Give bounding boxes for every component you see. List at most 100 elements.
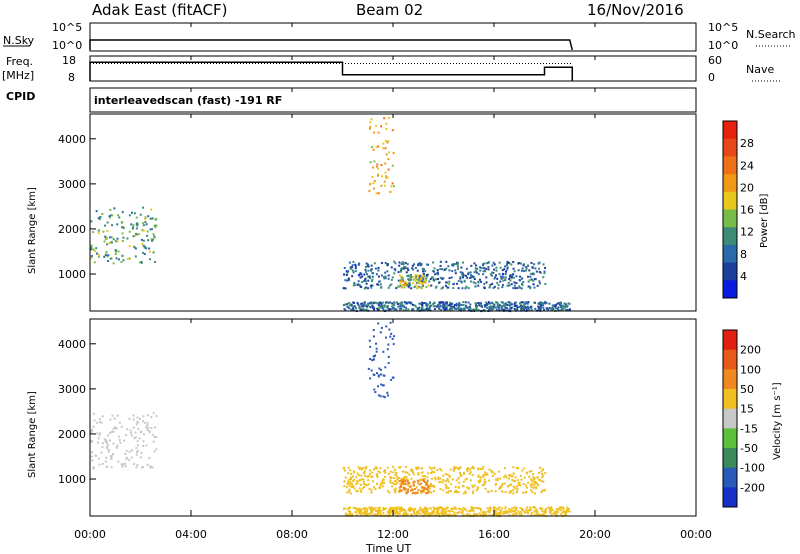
heatmap-cell xyxy=(501,269,504,272)
heatmap-cell xyxy=(449,309,452,312)
heatmap-cell xyxy=(507,282,510,285)
heatmap-cell xyxy=(409,489,412,492)
heatmap-cell xyxy=(105,456,108,459)
heatmap-cell xyxy=(374,507,377,510)
heatmap-cell xyxy=(387,140,390,143)
heatmap-cell xyxy=(437,477,440,480)
heatmap-cell xyxy=(420,263,423,266)
heatmap-cell xyxy=(459,466,462,469)
heatmap-cell xyxy=(531,266,534,269)
heatmap-cell xyxy=(348,484,351,487)
heatmap-cell xyxy=(523,476,526,479)
heatmap-cell xyxy=(143,253,146,256)
heatmap-cell xyxy=(137,428,140,431)
heatmap-cell xyxy=(391,276,394,279)
freq-series-line xyxy=(89,61,574,81)
heatmap-cell xyxy=(510,483,513,486)
heatmap-cell xyxy=(512,479,515,482)
heatmap-cell xyxy=(367,367,370,370)
heatmap-cell xyxy=(395,475,398,478)
heatmap-cell xyxy=(504,491,507,494)
heatmap-cell xyxy=(502,276,505,279)
heatmap-cell xyxy=(343,287,346,290)
heatmap-cell xyxy=(381,306,384,309)
beam-title: Beam 02 xyxy=(356,1,423,19)
heatmap-cell xyxy=(139,213,142,216)
heatmap-cell xyxy=(428,280,431,283)
heatmap-cell xyxy=(444,309,447,312)
heatmap-cell xyxy=(146,428,149,431)
heatmap-cell xyxy=(395,308,398,311)
heatmap-cell xyxy=(416,308,419,311)
colorbar-swatch xyxy=(723,262,737,281)
heatmap-cell xyxy=(485,281,488,284)
heatmap-cell xyxy=(372,166,375,169)
heatmap-cell xyxy=(419,506,422,509)
heatmap-cell xyxy=(367,269,370,272)
heatmap-cell xyxy=(522,482,525,485)
heatmap-cell xyxy=(400,286,403,289)
heatmap-cell xyxy=(491,306,494,309)
heatmap-cell xyxy=(369,306,372,309)
heatmap-cell xyxy=(492,305,495,308)
heatmap-cell xyxy=(110,431,113,434)
heatmap-cell xyxy=(396,512,399,515)
heatmap-cell xyxy=(534,307,537,310)
heatmap-cell xyxy=(432,278,435,281)
freq-tick-top: 18 xyxy=(62,54,76,67)
heatmap-cell xyxy=(347,480,350,483)
heatmap-cell xyxy=(413,473,416,476)
heatmap-cell xyxy=(476,267,479,270)
heatmap-cell xyxy=(453,468,456,471)
heatmap-cell xyxy=(491,301,494,304)
heatmap-cell xyxy=(461,509,464,512)
heatmap-cell xyxy=(473,271,476,274)
heatmap-cell xyxy=(349,469,352,472)
heatmap-cell xyxy=(353,487,356,490)
heatmap-cell xyxy=(539,308,542,311)
heatmap-cell xyxy=(134,436,137,439)
nsearch-tick-bottom: 10^0 xyxy=(708,39,738,52)
heatmap-cell xyxy=(379,395,382,398)
heatmap-cell xyxy=(527,307,530,310)
heatmap-cell xyxy=(541,510,544,513)
heatmap-cell xyxy=(453,466,456,469)
heatmap-cell xyxy=(391,164,394,167)
heatmap-cell xyxy=(367,287,370,290)
heatmap-cell xyxy=(402,304,405,307)
heatmap-cell xyxy=(496,507,499,510)
heatmap-cell xyxy=(97,255,100,258)
heatmap-cell xyxy=(446,281,449,284)
heatmap-cell xyxy=(517,483,520,486)
heatmap-cell xyxy=(454,491,457,494)
heatmap-cell xyxy=(383,180,386,183)
heatmap-cell xyxy=(352,470,355,473)
heatmap-cell xyxy=(128,245,131,248)
heatmap-cell xyxy=(521,283,524,286)
heatmap-cell xyxy=(375,342,378,345)
heatmap-cell xyxy=(358,284,361,287)
heatmap-cell xyxy=(516,490,519,493)
heatmap-cell xyxy=(131,434,134,437)
heatmap-cell xyxy=(417,274,420,277)
heatmap-cell xyxy=(347,472,350,475)
heatmap-cell xyxy=(502,510,505,513)
heatmap-cell xyxy=(92,412,95,415)
heatmap-cell xyxy=(519,484,522,487)
heatmap-cell xyxy=(523,263,526,266)
heatmap-cell xyxy=(351,475,354,478)
heatmap-cell xyxy=(357,274,360,277)
heatmap-cell xyxy=(412,482,415,485)
heatmap-cell xyxy=(467,271,470,274)
heatmap-cell xyxy=(423,302,426,305)
heatmap-cell xyxy=(447,265,450,268)
heatmap-cell xyxy=(98,229,101,232)
heatmap-cell xyxy=(363,482,366,485)
heatmap-cell xyxy=(519,275,522,278)
heatmap-cell xyxy=(388,509,391,512)
heatmap-cell xyxy=(469,271,472,274)
heatmap-cell xyxy=(507,301,510,304)
heatmap-cell xyxy=(391,376,394,379)
heatmap-cell xyxy=(142,239,145,242)
heatmap-cell xyxy=(425,481,428,484)
